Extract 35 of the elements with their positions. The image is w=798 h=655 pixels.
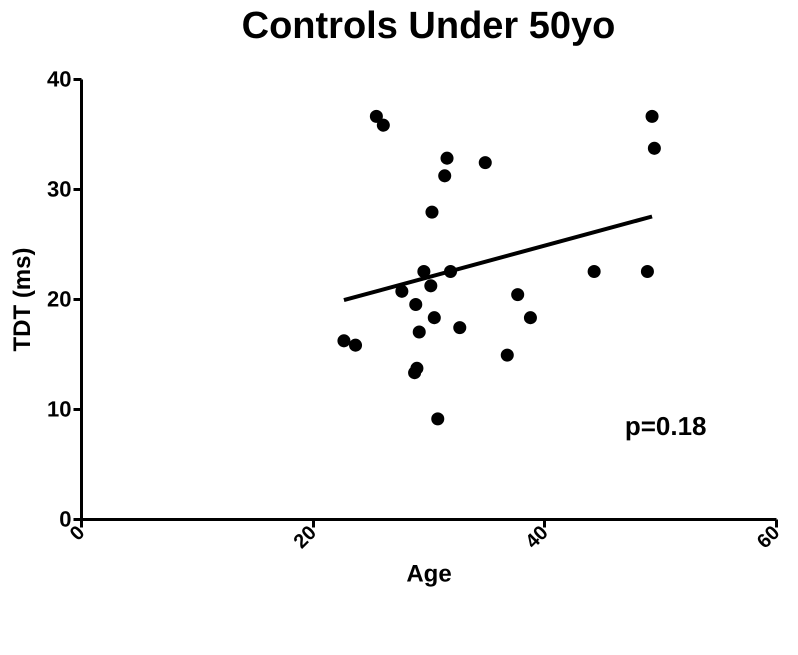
point — [511, 288, 524, 302]
point — [424, 279, 438, 292]
point — [478, 156, 492, 170]
point — [453, 321, 466, 334]
point — [376, 118, 390, 132]
chart-title: Controls Under 50yo — [242, 5, 616, 47]
point — [648, 142, 661, 155]
y-axis-title: TDT (ms) — [9, 248, 36, 352]
y-tick-label: 20 — [47, 286, 72, 312]
point — [337, 334, 350, 348]
point — [409, 298, 422, 312]
y-tick-label: 40 — [47, 66, 72, 92]
y-tick-label: 10 — [47, 396, 72, 422]
point — [395, 284, 408, 298]
point — [428, 311, 441, 324]
point — [370, 110, 383, 123]
y-tick-label: 30 — [47, 176, 72, 202]
point — [500, 348, 514, 362]
point — [431, 412, 444, 426]
point — [417, 264, 430, 278]
x-tick-label: 40 — [521, 522, 553, 554]
point — [438, 169, 452, 182]
x-tick-label: 20 — [290, 522, 321, 554]
x-tick-label: 60 — [752, 522, 784, 554]
x-axis-title: Age — [406, 560, 452, 588]
point — [588, 264, 601, 278]
point — [440, 152, 454, 165]
point — [646, 110, 659, 123]
point — [524, 311, 537, 324]
annotation: p=0.18 — [624, 410, 706, 441]
point — [349, 338, 362, 352]
point — [408, 366, 422, 380]
point — [640, 264, 654, 278]
point — [412, 325, 426, 339]
point — [425, 206, 438, 219]
